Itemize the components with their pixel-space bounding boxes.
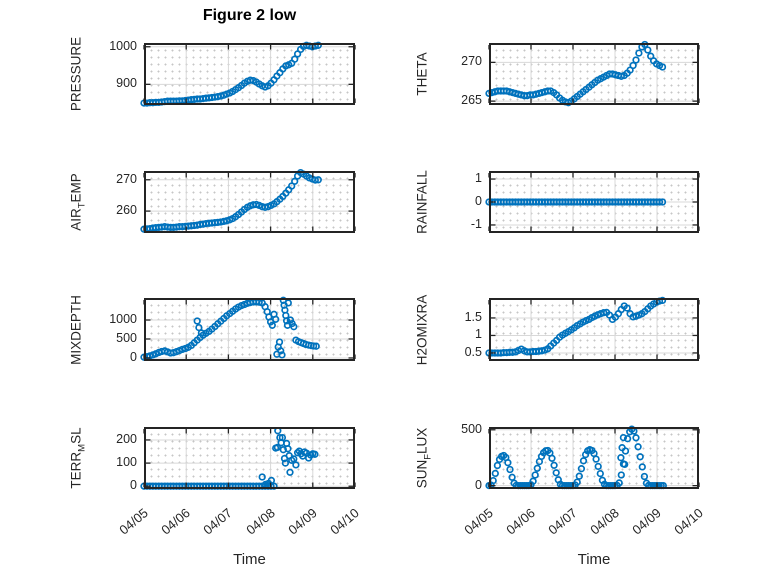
y-tick-label: 270 [461, 54, 482, 69]
plot-area [485, 296, 700, 361]
plot-area [485, 40, 700, 107]
plot-area [140, 296, 356, 361]
scatter-series [140, 41, 322, 107]
scatter-series [485, 40, 667, 107]
plot-area [485, 171, 700, 233]
y-tick-label: 1 [475, 327, 482, 342]
y-tick-label: 1000 [109, 38, 137, 53]
y-tick-label: 1000 [109, 312, 137, 326]
panel-theta [485, 40, 700, 107]
scatter-series [485, 425, 667, 490]
scatter-series [485, 296, 667, 357]
plot-area [485, 425, 700, 490]
y-tick-label: 1 [475, 171, 482, 186]
scatter-series [140, 427, 319, 490]
xlabel-time-left: Time [233, 551, 266, 568]
panel-mixdepth [140, 296, 356, 361]
xlabel-time-right: Time [577, 551, 611, 568]
y-tick-label: 260 [116, 203, 137, 218]
y-tick-label: 200 [116, 431, 137, 446]
y-tick-label: 0 [130, 478, 137, 493]
y-tick-label: 0 [475, 477, 482, 492]
y-tick-label: 0 [475, 194, 482, 208]
plot-area [140, 168, 356, 233]
figure-title: Figure 2 low [202, 7, 297, 24]
panel-terr-msl [140, 427, 356, 490]
scatter-series [140, 168, 322, 233]
panel-air-temp [140, 168, 356, 233]
panel-sun-flux [485, 425, 700, 490]
panel-h2omixra [485, 296, 700, 361]
y-tick-label: 500 [116, 330, 137, 345]
panel-rainfall [485, 171, 700, 233]
plot-area [140, 427, 356, 490]
y-tick-label: 900 [116, 76, 137, 91]
scatter-series [140, 296, 320, 361]
y-tick-label: 270 [116, 171, 137, 186]
y-tick-label: 100 [116, 455, 137, 470]
y-tick-label: -1 [470, 216, 482, 231]
panel-pressure [140, 41, 356, 107]
y-tick-label: 265 [461, 93, 482, 108]
plot-area [140, 41, 356, 107]
y-tick-label: 0 [130, 349, 137, 364]
y-tick-label: 1.5 [464, 309, 482, 324]
y-tick-label: 0.5 [464, 344, 482, 359]
y-tick-label: 500 [461, 421, 482, 436]
